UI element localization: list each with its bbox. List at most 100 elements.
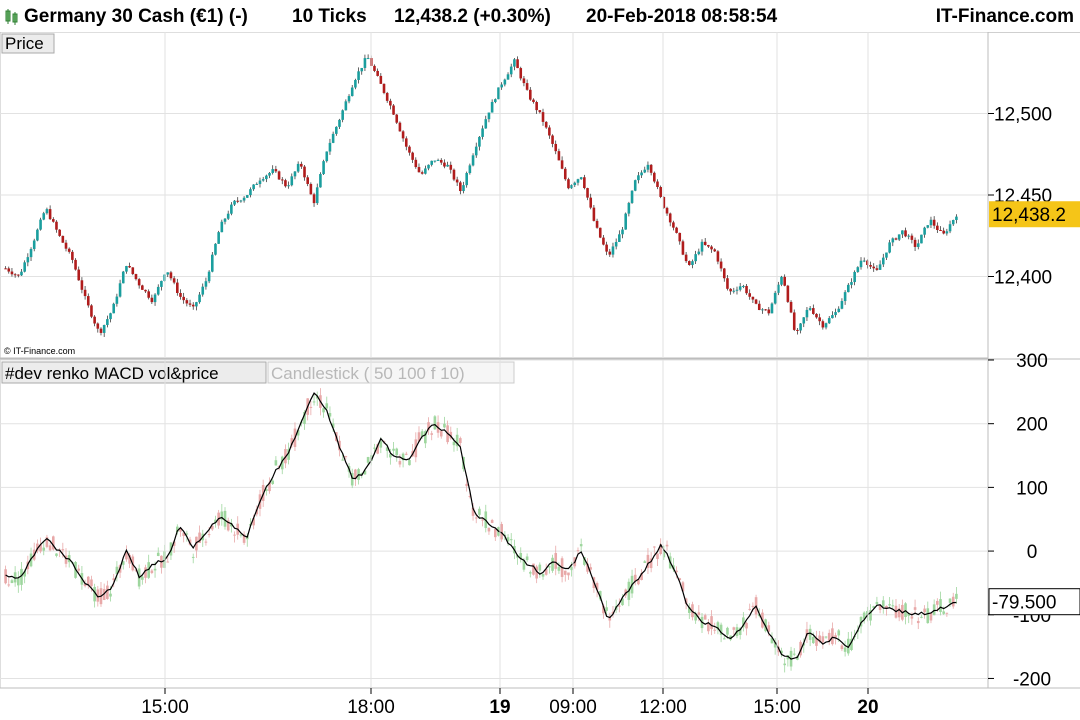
price-candle — [401, 131, 405, 139]
indicator-candle — [23, 571, 26, 577]
indicator-candle — [932, 604, 936, 616]
indicator-candle — [872, 606, 876, 609]
price-candle — [13, 274, 17, 276]
price-candle — [420, 172, 424, 174]
indicator-candle — [268, 482, 271, 492]
price-candle — [783, 276, 786, 286]
price-candle — [347, 96, 351, 102]
indicator-candle — [404, 453, 408, 455]
indicator-panel[interactable]: #dev renko MACD vol&price Candlestick ( … — [0, 359, 989, 689]
price-candle — [258, 180, 262, 184]
price-candle — [770, 303, 774, 314]
indicator-candle — [303, 411, 306, 424]
indicator-candle — [519, 552, 523, 559]
indicator-tick-label: 0 — [1027, 542, 1038, 563]
price-candle — [942, 230, 945, 234]
price-candle — [150, 297, 154, 303]
indicator-candle — [862, 612, 866, 619]
indicator-candle — [449, 431, 453, 439]
price-candle — [637, 175, 640, 181]
indicator-tick-label: -200 — [1013, 669, 1051, 690]
indicator-candle — [144, 567, 147, 578]
price-panel[interactable]: Price © IT-Finance.com — [0, 32, 989, 359]
price-candle — [223, 218, 227, 222]
indicator-candle — [799, 641, 802, 656]
indicator-candle — [265, 489, 268, 492]
indicator-candle — [544, 569, 548, 575]
price-candle — [144, 289, 147, 292]
indicator-candle — [929, 612, 933, 621]
indicator-candle — [891, 605, 895, 607]
price-candle — [220, 221, 224, 233]
price-candle — [395, 114, 399, 123]
price-candle — [191, 304, 195, 307]
price-candle — [71, 251, 74, 260]
price-candle — [67, 248, 71, 252]
indicator-candle — [878, 604, 882, 610]
price-candle — [287, 185, 290, 187]
price-candle — [684, 254, 688, 262]
indicator-candle — [907, 613, 911, 616]
time-x-axis[interactable]: 15:00 18:00 19 09:00 12:00 15:00 20 — [0, 32, 1080, 718]
indicator-candle — [134, 569, 138, 571]
indicator-candle — [290, 438, 294, 446]
price-candle — [214, 243, 217, 255]
price-candle — [309, 183, 313, 195]
indicator-candle — [538, 564, 542, 571]
price-candle — [17, 274, 20, 276]
indicator-candle — [452, 441, 456, 446]
indicator-candle — [296, 430, 300, 436]
price-candle — [875, 268, 879, 270]
price-candle — [360, 67, 364, 72]
indicator-candle — [576, 550, 580, 552]
price-candle — [700, 241, 704, 252]
chart-area[interactable]: Price © IT-Finance.com 12,40012,45012,50… — [0, 32, 1080, 720]
price-candle — [544, 121, 548, 128]
price-candle — [710, 246, 713, 250]
price-candle — [131, 267, 135, 275]
indicator-candle — [913, 607, 917, 610]
price-candle — [859, 260, 863, 268]
price-candle — [570, 185, 573, 189]
indicator-candle — [846, 638, 850, 654]
price-candle — [901, 230, 904, 235]
price-candle — [910, 235, 914, 240]
price-candle — [363, 58, 367, 68]
price-candle — [379, 75, 383, 84]
indicator-candle — [687, 606, 691, 613]
price-candle — [23, 262, 26, 272]
price-candle — [707, 244, 710, 247]
indicator-candle — [910, 616, 914, 619]
indicator-candle — [532, 563, 535, 575]
price-candle — [640, 172, 643, 176]
price-candle — [551, 135, 554, 144]
instrument-name[interactable]: Germany 30 Cash (€1) (-) — [24, 6, 248, 27]
brand-name[interactable]: IT-Finance.com — [935, 6, 1074, 27]
price-candle — [522, 78, 526, 84]
candlestick-icon[interactable] — [4, 9, 18, 25]
price-candle — [198, 294, 201, 303]
price-candle — [233, 200, 236, 205]
indicator-candle — [694, 613, 697, 621]
price-candle — [821, 321, 825, 328]
indicator-candle — [420, 431, 424, 437]
indicator-candle — [920, 616, 923, 618]
indicator-candle — [322, 408, 325, 413]
price-candle — [719, 261, 723, 269]
indicator-candle — [595, 583, 599, 590]
indicator-candle — [653, 546, 656, 548]
interval-label[interactable]: 10 Ticks — [292, 6, 367, 27]
indicator-candle — [621, 598, 624, 606]
price-candle — [554, 143, 558, 152]
price-candle — [643, 169, 647, 173]
indicator-candle — [881, 600, 885, 607]
indicator-candle — [344, 456, 348, 458]
price-candle — [382, 83, 386, 93]
indicator-candle — [102, 589, 106, 600]
price-candle — [777, 284, 780, 293]
price-candle — [589, 197, 593, 208]
indicator-candle — [471, 507, 475, 516]
price-candle — [249, 189, 252, 196]
